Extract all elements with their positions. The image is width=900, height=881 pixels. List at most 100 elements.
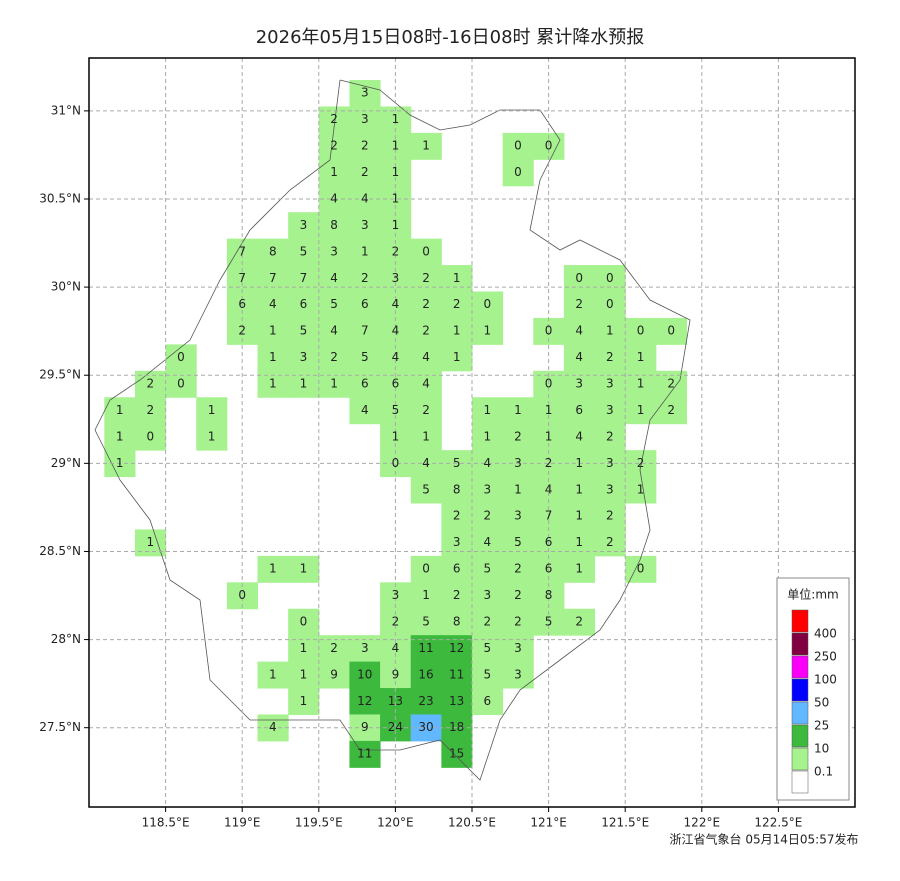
rain-value: 4 bbox=[269, 720, 277, 734]
rain-value: 1 bbox=[453, 350, 461, 364]
rain-value: 1 bbox=[116, 403, 124, 417]
rain-cell bbox=[410, 476, 442, 504]
rain-cell bbox=[257, 317, 289, 345]
x-tick-label: 122°E bbox=[684, 816, 721, 830]
rain-cell bbox=[441, 317, 473, 345]
rain-cell bbox=[288, 212, 320, 240]
rain-cell bbox=[502, 555, 534, 583]
rain-value: 4 bbox=[392, 324, 400, 338]
rain-value: 1 bbox=[269, 667, 277, 681]
province-outline bbox=[94, 79, 691, 781]
rain-cell bbox=[349, 661, 381, 689]
rain-cell bbox=[472, 476, 504, 504]
rain-value: 1 bbox=[392, 191, 400, 205]
rain-value: 1 bbox=[575, 535, 583, 549]
rain-cell bbox=[625, 317, 657, 345]
rain-value: 2 bbox=[453, 509, 461, 523]
rain-cell bbox=[288, 661, 320, 689]
rain-value: 0 bbox=[637, 324, 645, 338]
rain-cell bbox=[655, 317, 687, 345]
y-tick-label: 30°N bbox=[51, 280, 81, 294]
rain-value: 1 bbox=[300, 694, 308, 708]
rain-cell bbox=[318, 661, 350, 689]
rain-value: 3 bbox=[392, 588, 400, 602]
rain-value: 5 bbox=[422, 482, 430, 496]
rain-cell bbox=[410, 238, 442, 266]
rain-value: 3 bbox=[453, 535, 461, 549]
x-tick-label: 119°E bbox=[224, 816, 261, 830]
rain-value: 1 bbox=[208, 429, 216, 443]
rain-cell bbox=[349, 159, 381, 187]
rain-value: 6 bbox=[575, 403, 583, 417]
rain-value: 2 bbox=[453, 588, 461, 602]
rain-value: 2 bbox=[392, 244, 400, 258]
rain-cell bbox=[318, 212, 350, 240]
legend-swatch-empty bbox=[791, 770, 809, 794]
rain-value: 3 bbox=[300, 218, 308, 232]
rain-value: 5 bbox=[361, 350, 369, 364]
rain-value: 0 bbox=[667, 324, 675, 338]
rain-cell bbox=[441, 555, 473, 583]
rain-value: 8 bbox=[545, 588, 553, 602]
rain-value: 11 bbox=[418, 641, 433, 655]
rain-value: 1 bbox=[392, 218, 400, 232]
rain-cell bbox=[410, 661, 442, 689]
rain-value: 3 bbox=[514, 456, 522, 470]
rain-value: 0 bbox=[422, 562, 430, 576]
rain-value: 6 bbox=[392, 377, 400, 391]
legend-swatch bbox=[791, 747, 809, 771]
rain-cell bbox=[257, 555, 289, 583]
legend-title: 单位:mm bbox=[787, 587, 838, 602]
rain-value: 0 bbox=[514, 139, 522, 153]
rain-cell bbox=[288, 344, 320, 372]
rain-cell bbox=[472, 555, 504, 583]
rain-value: 4 bbox=[422, 350, 430, 364]
rain-value: 3 bbox=[483, 482, 491, 496]
rain-cell bbox=[410, 317, 442, 345]
rain-value: 0 bbox=[606, 271, 614, 285]
rain-value: 2 bbox=[392, 614, 400, 628]
legend-box bbox=[776, 577, 850, 801]
rain-value: 3 bbox=[514, 509, 522, 523]
rain-value: 2 bbox=[514, 614, 522, 628]
legend-swatch bbox=[791, 701, 809, 725]
rain-value: 2 bbox=[453, 297, 461, 311]
rain-value: 1 bbox=[514, 403, 522, 417]
rain-cell bbox=[349, 317, 381, 345]
rain-cell bbox=[410, 688, 442, 715]
rain-value: 2 bbox=[146, 403, 154, 417]
rain-value: 2 bbox=[330, 112, 338, 126]
rain-value: 1 bbox=[483, 429, 491, 443]
rain-cell bbox=[410, 132, 442, 160]
rain-cell bbox=[502, 502, 534, 530]
rain-value: 2 bbox=[606, 429, 614, 443]
rain-value: 18 bbox=[449, 720, 464, 734]
rain-value: 1 bbox=[637, 350, 645, 364]
rain-value: 7 bbox=[269, 271, 277, 285]
rain-value: 1 bbox=[392, 165, 400, 179]
rain-cell bbox=[563, 555, 596, 583]
rain-cell bbox=[655, 397, 687, 425]
y-tick-label: 29°N bbox=[51, 456, 81, 470]
legend-label: 0.1 bbox=[814, 765, 833, 779]
rain-cell bbox=[594, 397, 626, 425]
rain-value: 1 bbox=[208, 403, 216, 417]
rain-value: 5 bbox=[300, 324, 308, 338]
rain-value: 1 bbox=[575, 482, 583, 496]
rain-cell bbox=[472, 688, 504, 715]
rain-cell bbox=[349, 80, 381, 107]
rain-value: 2 bbox=[575, 297, 583, 311]
rain-value: 0 bbox=[392, 456, 400, 470]
rain-cell bbox=[625, 476, 657, 504]
rain-value: 0 bbox=[575, 271, 583, 285]
rain-cell bbox=[441, 688, 473, 715]
rain-value: 4 bbox=[483, 456, 491, 470]
rain-value: 1 bbox=[453, 271, 461, 285]
legend-swatch bbox=[791, 678, 809, 702]
legend-label: 250 bbox=[814, 650, 837, 664]
rain-value: 0 bbox=[483, 297, 491, 311]
rain-value: 0 bbox=[300, 614, 308, 628]
rain-cell bbox=[318, 238, 350, 266]
